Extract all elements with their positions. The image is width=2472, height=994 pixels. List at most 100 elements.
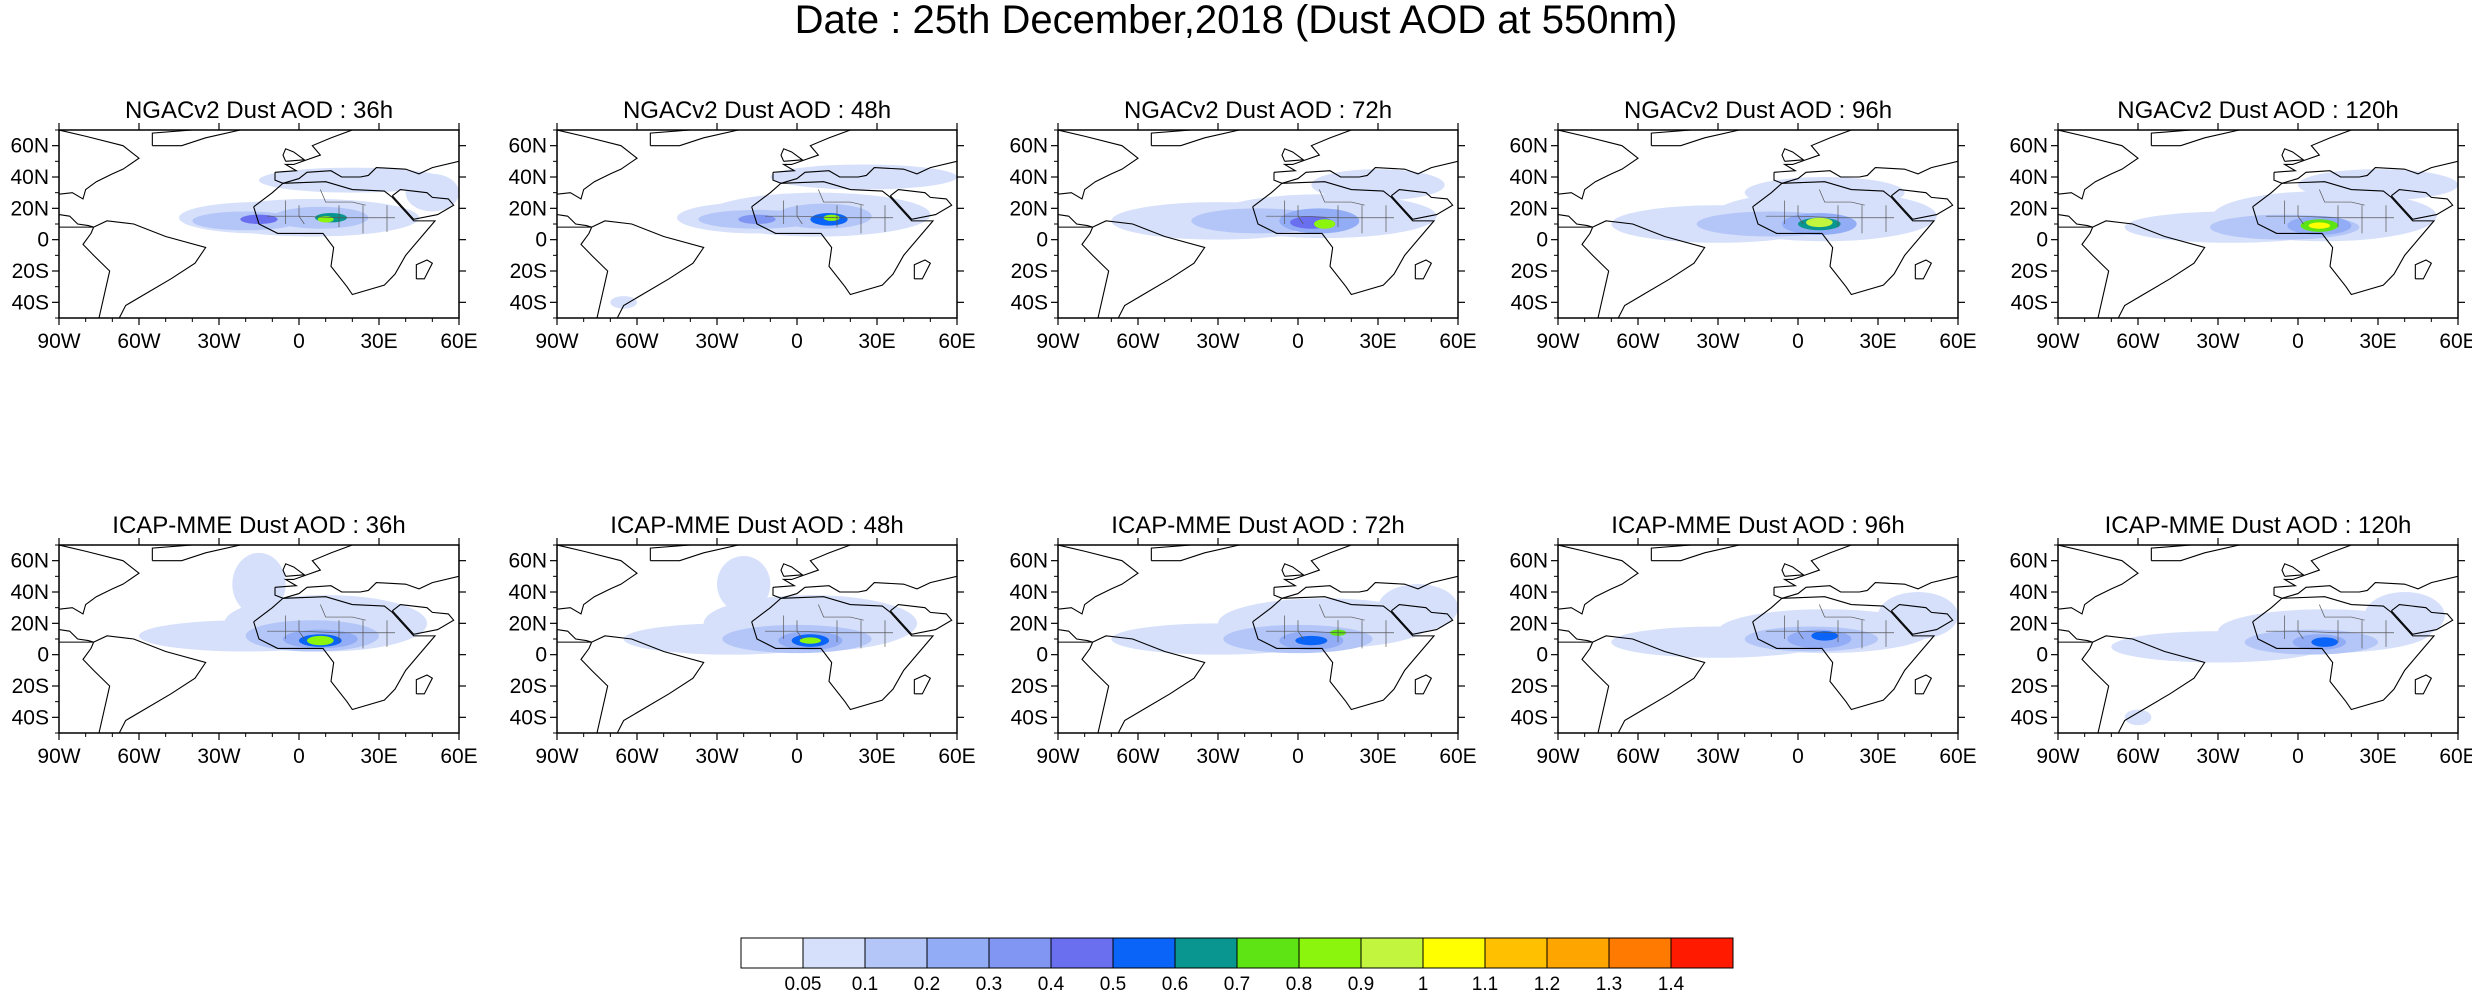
coastline <box>2058 130 2139 200</box>
coastline <box>2390 603 2454 635</box>
coastline <box>2252 181 2436 296</box>
lon-tick-label: 60W <box>1116 745 1159 768</box>
aod-contour <box>2311 637 2339 647</box>
coastline <box>2058 545 2139 615</box>
aod-contour <box>1806 217 1833 228</box>
lat-tick-label: 20S <box>2011 260 2048 283</box>
lat-tick-label: 60N <box>1009 135 1048 158</box>
coastline <box>82 635 207 733</box>
coastline <box>59 130 140 200</box>
colorbar-label: 0.1 <box>852 974 878 994</box>
lon-tick-label: 60W <box>615 745 658 768</box>
lon-tick-label: 60W <box>1616 330 1659 353</box>
coastline <box>751 181 935 296</box>
colorbar-label: 0.5 <box>1100 974 1126 994</box>
map-panel: NGACv2 Dust AOD : 72h 90W 60W 30W 0 30E 60E 60N… <box>1009 97 1476 353</box>
aod-contour <box>1314 219 1336 229</box>
lat-tick-label: 0 <box>535 229 547 252</box>
lon-tick-label: 30W <box>2196 745 2239 768</box>
country-border <box>796 620 803 640</box>
lat-tick-label: 20N <box>1509 197 1548 220</box>
lat-tick-label: 20N <box>2009 612 2048 635</box>
aod-contour <box>1811 631 1838 641</box>
colorbar-swatch <box>740 937 804 969</box>
country-border <box>1319 189 1365 206</box>
lon-tick-label: 90W <box>2036 745 2079 768</box>
colorbar-swatch <box>988 937 1052 969</box>
coastline <box>557 545 638 615</box>
lat-tick-label: 20S <box>2011 675 2048 698</box>
lat-tick-label: 20S <box>12 675 49 698</box>
coastline <box>1558 214 1593 228</box>
coastline <box>1281 563 1305 577</box>
aod-shading <box>1111 169 1445 240</box>
lon-tick-label: 60W <box>2116 745 2159 768</box>
coastline <box>1650 130 1740 147</box>
coastline <box>889 603 953 635</box>
lon-tick-label: 60E <box>1939 330 1976 353</box>
coastline <box>649 130 739 147</box>
coastlines <box>2058 130 2458 318</box>
coastline <box>2414 674 2433 695</box>
lat-tick-label: 40S <box>1011 291 1048 314</box>
lat-tick-label: 20N <box>10 612 49 635</box>
coastlines <box>2058 545 2458 733</box>
lat-tick-label: 20S <box>1511 675 1548 698</box>
map-panel: ICAP-MME Dust AOD : 48h 90W 60W 30W 0 30E 60E 6… <box>508 512 975 768</box>
coastline <box>557 214 592 228</box>
lon-tick-label: 90W <box>2036 330 2079 353</box>
lon-tick-label: 30E <box>2359 330 2396 353</box>
coastline <box>1773 130 1958 184</box>
lat-tick-label: 0 <box>1536 644 1548 667</box>
coastline <box>391 188 455 220</box>
map-panel: NGACv2 Dust AOD : 96h 90W 60W 30W 0 30E 60E 60N… <box>1509 97 1976 353</box>
panel-title: ICAP-MME Dust AOD : 48h <box>610 512 903 539</box>
lon-tick-label: 30W <box>2196 330 2239 353</box>
lat-tick-label: 20N <box>1009 197 1048 220</box>
coastline <box>557 130 638 200</box>
coastline <box>1650 545 1740 562</box>
country-border <box>1819 189 1865 206</box>
lat-tick-label: 60N <box>2009 135 2048 158</box>
colorbar-label: 1.1 <box>1472 974 1498 994</box>
colorbar-swatch <box>1050 937 1114 969</box>
lon-tick-label: 30E <box>858 745 895 768</box>
coastline <box>274 545 459 599</box>
lon-tick-label: 30E <box>1359 745 1396 768</box>
lon-tick-label: 0 <box>2292 330 2304 353</box>
coastline <box>2058 629 2093 643</box>
lat-tick-label: 20N <box>508 612 547 635</box>
lat-tick-label: 20N <box>2009 197 2048 220</box>
coastline <box>253 596 437 711</box>
aod-contour <box>2124 709 2152 726</box>
lon-tick-label: 30W <box>1696 745 1739 768</box>
colorbar-label: 1 <box>1418 974 1429 994</box>
coastline <box>1414 674 1433 695</box>
coastline <box>1058 629 1093 643</box>
map-panel: ICAP-MME Dust AOD : 36h 90W 60W 30W 0 30E 60E 6… <box>10 512 477 768</box>
lon-tick-label: 30W <box>1196 330 1239 353</box>
coastline <box>1914 674 1933 695</box>
coastline <box>772 130 957 184</box>
lat-tick-label: 60N <box>1509 135 1548 158</box>
lon-tick-label: 30W <box>695 745 738 768</box>
lon-tick-label: 0 <box>1792 745 1804 768</box>
lon-tick-label: 60E <box>2439 330 2472 353</box>
colorbar-swatch <box>1112 937 1176 969</box>
lon-tick-label: 0 <box>1792 330 1804 353</box>
coastline <box>151 545 241 562</box>
colorbar-swatch <box>1670 937 1734 969</box>
lon-tick-label: 30W <box>197 745 240 768</box>
aod-contour <box>610 296 638 309</box>
coastlines <box>1558 130 1958 318</box>
coastline <box>1581 220 1706 318</box>
coastline <box>415 259 434 280</box>
coastline <box>2281 563 2305 577</box>
lon-tick-label: 60W <box>117 745 160 768</box>
lat-tick-label: 40N <box>1509 166 1548 189</box>
lon-tick-label: 0 <box>2292 745 2304 768</box>
panel-title: ICAP-MME Dust AOD : 72h <box>1111 512 1404 539</box>
lon-tick-label: 60W <box>1116 330 1159 353</box>
coastline <box>1558 130 1639 200</box>
lon-tick-label: 60E <box>440 745 477 768</box>
